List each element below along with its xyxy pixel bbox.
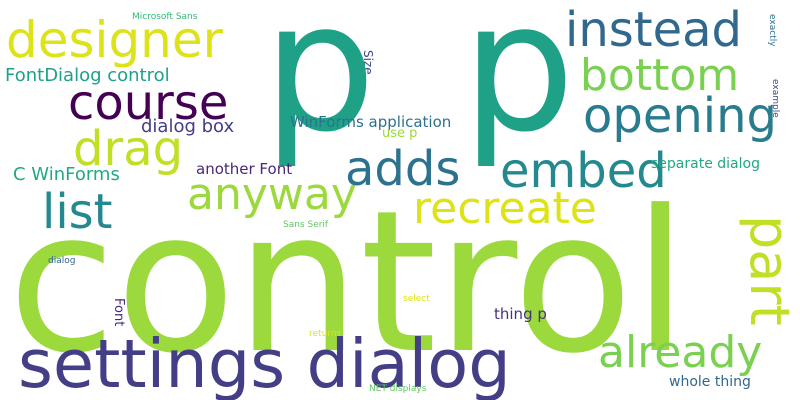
word-adds: adds	[345, 141, 461, 197]
word-another-font: another Font	[196, 160, 293, 178]
word-recreate: recreate	[413, 183, 597, 234]
word-already: already	[598, 327, 763, 378]
word-drag: drag	[73, 121, 184, 177]
word-p-2: p	[462, 0, 575, 171]
word-c-winforms: C WinForms	[13, 164, 120, 185]
word-sans-serif: Sans Serif	[283, 220, 329, 230]
word-microsoft-sans: Microsoft Sans	[132, 12, 198, 22]
word-thing-p: thing p	[494, 305, 547, 323]
word-whole-thing: whole thing	[669, 374, 751, 390]
word-dialog-box: dialog box	[141, 116, 235, 137]
word-opening: opening	[583, 88, 778, 144]
word-control: control	[8, 169, 688, 397]
word-font: Font	[111, 298, 126, 327]
word-embed: embed	[500, 143, 667, 199]
word-dialog: dialog	[48, 256, 76, 266]
word-returns: returns	[309, 329, 342, 339]
word-net-displays: NET displays	[369, 384, 427, 394]
word-fontdialog-control: FontDialog control	[5, 65, 170, 86]
word-p-1: p	[263, 0, 376, 171]
word-separate-dialog: separate dialog	[651, 156, 760, 172]
word-winforms-application: WinForms application	[290, 113, 452, 131]
word-settings-dialog: settings dialog	[18, 325, 511, 400]
word-use-p: use p	[382, 126, 418, 141]
word-course: course	[68, 75, 229, 131]
word-designer: designer	[6, 11, 224, 69]
word-part: part	[738, 215, 800, 326]
word-instead: instead	[565, 2, 742, 58]
word-list: list	[42, 184, 113, 240]
word-size: Size	[361, 50, 375, 75]
word-exactly: exactly	[767, 14, 777, 47]
word-select: select	[403, 294, 430, 304]
word-anyway: anyway	[187, 169, 357, 220]
word-example: example	[770, 79, 780, 118]
word-bottom: bottom	[580, 50, 740, 101]
